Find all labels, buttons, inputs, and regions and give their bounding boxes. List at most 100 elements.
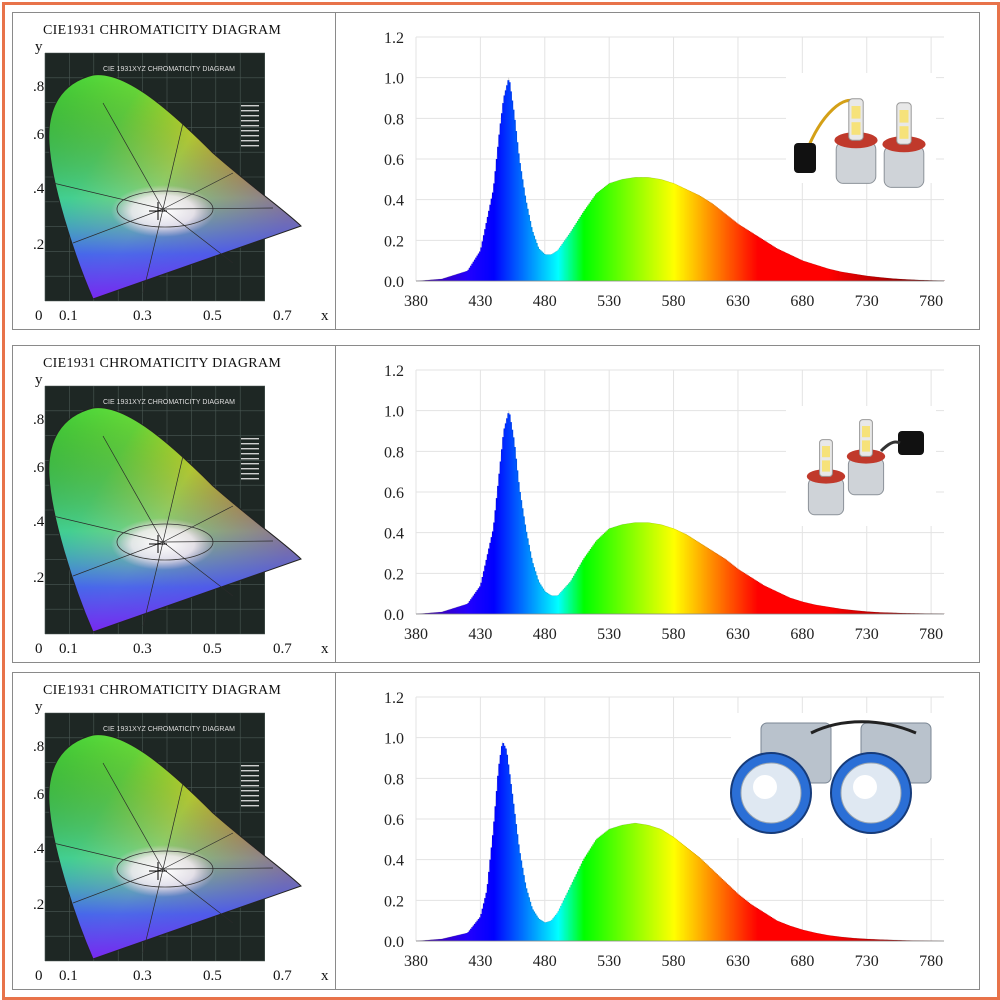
spectrum-bar [454, 607, 457, 614]
spectrum-bar [597, 837, 600, 941]
spectrum-bar [817, 933, 820, 941]
spectrum-bar [473, 593, 476, 614]
spectrum-bar [633, 823, 636, 941]
spectrum-bar [629, 178, 632, 281]
spectrum-bar [589, 549, 592, 614]
spectrum-bar [466, 933, 469, 941]
spectrum-bar [664, 525, 667, 614]
spectrum-bar [578, 868, 581, 941]
spectrum-bar [686, 535, 689, 614]
spectrum-bar [771, 245, 774, 281]
spectrum-bar [855, 274, 858, 281]
spectrum-bar [696, 856, 699, 941]
spectrum-bar [649, 177, 651, 281]
spectrum-bar [597, 538, 600, 614]
spectrum-bar [637, 823, 640, 941]
spectrum-bar [642, 824, 645, 941]
spectrum-bar [777, 592, 780, 614]
spectrum-bar [592, 844, 595, 941]
spectrum-bar [435, 279, 438, 281]
spectrum-bar [898, 279, 901, 281]
spectrum-bar [500, 746, 503, 941]
spectrum-bar [907, 279, 910, 281]
spectrum-bar [468, 601, 471, 614]
spectrum-bar [521, 179, 524, 281]
y-tick-label: 0.6 [384, 152, 404, 169]
spectrum-bar [870, 939, 873, 941]
spectrum-bar [659, 524, 662, 614]
spectrum-bar [574, 876, 577, 941]
spectrum-bar [856, 610, 859, 614]
spectrum-bar [620, 524, 623, 614]
spectrum-bar [591, 199, 594, 281]
spectrum-bar [690, 851, 693, 941]
spectrum-bar [743, 898, 745, 941]
spectrum-bar [821, 266, 824, 281]
spectrum-bar [452, 275, 454, 281]
spectrum-bar [819, 605, 821, 614]
spectrum-bar [434, 279, 436, 281]
x-tick-label: 530 [597, 953, 621, 970]
y-tick-label: 0.6 [384, 812, 404, 829]
x-tick-label: 380 [404, 293, 428, 310]
spectrum-bar [623, 179, 626, 281]
spectrum-bar [826, 935, 829, 941]
spectrum-bar [713, 205, 716, 281]
spectrum-bar [880, 277, 883, 281]
spectrum-bar [851, 937, 854, 941]
spectrum-bar [807, 931, 810, 941]
planckian-locus [116, 523, 214, 561]
spectrum-bar [816, 605, 819, 614]
spectrum-bar [868, 939, 870, 941]
spectrum-bar [542, 921, 545, 941]
spectrum-bar [695, 194, 698, 281]
spectrum-bar [682, 187, 685, 281]
spectrum-bar [664, 180, 667, 281]
spectrum-bar [896, 278, 899, 281]
spectrum-bar [544, 254, 547, 281]
spectrum-bar [755, 235, 758, 281]
spectrum-bar [609, 828, 612, 941]
spectrum-bar [524, 195, 527, 281]
spectrum-bar [466, 271, 469, 281]
spectrum-bar [488, 548, 491, 614]
spectrum-bar [900, 613, 903, 614]
cie-x-tick: 0.1 [59, 641, 78, 657]
spectrum-bar [540, 586, 543, 614]
spectrum-bar [543, 590, 546, 614]
spectrum-bar [622, 824, 624, 941]
spectrum-bar [846, 609, 849, 614]
spectrum-bar [459, 606, 462, 614]
spectrum-bar [746, 230, 749, 281]
spectrum-bar [432, 939, 435, 941]
spectrum-bar [846, 937, 849, 941]
spectrum-bar [698, 857, 700, 941]
spectrum-bar [600, 536, 603, 614]
spectrum-bar [734, 566, 736, 614]
spectrum-bar [882, 612, 885, 614]
spectrum-bar [539, 250, 542, 281]
spectrum-bar [564, 240, 566, 281]
spectrum-bar [744, 228, 747, 281]
x-tick-label: 580 [662, 626, 686, 643]
spectrum-bar [690, 191, 693, 281]
spectrum-bar [667, 181, 670, 281]
spectrum-bar [825, 606, 828, 614]
spectrum-bar [883, 612, 886, 614]
y-tick-label: 1.0 [384, 731, 404, 748]
spectrum-bar [920, 280, 923, 281]
spectrum-bar [736, 223, 739, 281]
spectrum-bar [629, 823, 632, 941]
spectrum-bar [638, 177, 641, 281]
spectrum-bar [493, 183, 496, 281]
spectrum-bar [622, 524, 624, 614]
spectrum-bar [727, 561, 730, 614]
spectrum-bar [767, 587, 770, 614]
y-tick-label: 0.0 [384, 934, 404, 951]
spectrum-bar [695, 855, 698, 941]
spectrum-bar [896, 612, 899, 614]
spectrum-bar [530, 557, 533, 614]
cie-diagram: CIE 1931XYZ CHROMATICITY DIAGRAM y .8 .6 .4.… [33, 39, 329, 324]
x-tick-label: 630 [726, 953, 750, 970]
y-tick-label: 0.2 [384, 893, 404, 910]
